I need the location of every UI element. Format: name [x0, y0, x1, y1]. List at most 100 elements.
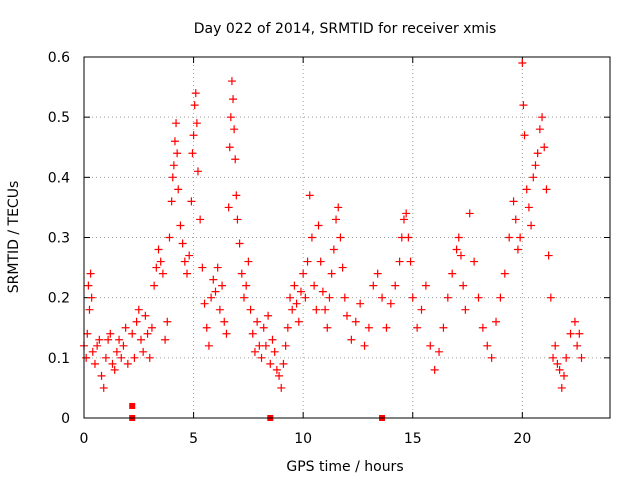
x-tick-labels: 0 5 10 15 20	[80, 431, 532, 447]
data-point	[237, 269, 246, 278]
data-point	[170, 137, 179, 146]
data-point	[518, 59, 527, 68]
x-tick-label: 20	[513, 431, 531, 447]
data-point	[334, 203, 343, 212]
data-point	[268, 335, 277, 344]
data-point	[555, 365, 564, 374]
data-point	[303, 257, 312, 266]
data-point	[147, 323, 156, 332]
data-point	[542, 185, 551, 194]
y-tick-label: 0.1	[48, 351, 70, 367]
data-point	[190, 101, 199, 110]
y-axis-label: SRMTID / TECUs	[6, 181, 22, 294]
data-point	[395, 257, 404, 266]
data-point	[136, 335, 145, 344]
data-point	[296, 287, 305, 296]
data-point	[519, 101, 528, 110]
data-point	[314, 221, 323, 230]
data-point	[189, 131, 198, 140]
data-point	[185, 251, 194, 260]
data-point	[538, 113, 547, 122]
data-point	[452, 245, 461, 254]
data-point	[421, 281, 430, 290]
data-point	[549, 353, 558, 362]
data-point	[505, 233, 514, 242]
data-point	[391, 281, 400, 290]
data-point	[95, 335, 104, 344]
data-point	[312, 305, 321, 314]
data-point	[259, 323, 268, 332]
data-point	[378, 293, 387, 302]
data-point	[242, 281, 251, 290]
data-point	[202, 323, 211, 332]
x-tick-label: 0	[80, 431, 89, 447]
data-point	[511, 215, 520, 224]
data-point	[176, 221, 185, 230]
data-point	[557, 383, 566, 392]
data-point	[487, 353, 496, 362]
x-tick-label: 10	[294, 431, 312, 447]
data-point	[310, 281, 319, 290]
data-point	[104, 335, 113, 344]
data-point	[93, 341, 102, 350]
data-point	[106, 329, 115, 338]
data-point	[139, 347, 148, 356]
data-point	[294, 317, 303, 326]
data-point	[288, 305, 297, 314]
data-point	[163, 317, 172, 326]
data-point	[399, 215, 408, 224]
data-point	[570, 317, 579, 326]
data-point	[90, 359, 99, 368]
data-point	[187, 197, 196, 206]
data-point	[213, 263, 222, 272]
data-point	[183, 269, 192, 278]
data-point	[279, 359, 288, 368]
data-point	[108, 359, 117, 368]
data-point	[270, 347, 279, 356]
data-point	[191, 89, 200, 98]
data-point	[533, 149, 542, 158]
data-point	[123, 359, 132, 368]
y-tick-label: 0.4	[48, 170, 70, 186]
data-point	[211, 287, 220, 296]
data-points	[80, 59, 586, 421]
data-point	[174, 185, 183, 194]
data-point	[369, 281, 378, 290]
data-point	[465, 209, 474, 218]
data-point	[266, 359, 275, 368]
data-point	[97, 371, 106, 380]
data-point	[373, 269, 382, 278]
data-point	[167, 197, 176, 206]
data-point	[299, 269, 308, 278]
data-point	[540, 143, 549, 152]
data-point	[156, 257, 165, 266]
data-point	[430, 365, 439, 374]
x-axis-label: GPS time / hours	[286, 459, 403, 475]
data-point	[239, 293, 248, 302]
data-point	[121, 323, 130, 332]
data-point	[461, 305, 470, 314]
data-point	[192, 119, 201, 128]
data-point	[110, 365, 119, 374]
data-point	[307, 233, 316, 242]
data-point	[327, 269, 336, 278]
data-point	[356, 299, 365, 308]
data-point	[264, 311, 273, 320]
zero-marker	[129, 402, 136, 409]
data-point	[351, 317, 360, 326]
data-point	[531, 161, 540, 170]
data-point	[292, 299, 301, 308]
data-point	[198, 263, 207, 272]
data-point	[165, 233, 174, 242]
data-point	[272, 365, 281, 374]
x-tick-label: 5	[189, 431, 198, 447]
data-point	[562, 353, 571, 362]
data-point	[524, 203, 533, 212]
data-point	[402, 209, 411, 218]
data-point	[325, 293, 334, 302]
y-tick-label: 0.6	[48, 50, 70, 66]
data-point	[261, 341, 270, 350]
data-point	[277, 383, 286, 392]
data-point	[577, 353, 586, 362]
data-point	[281, 341, 290, 350]
